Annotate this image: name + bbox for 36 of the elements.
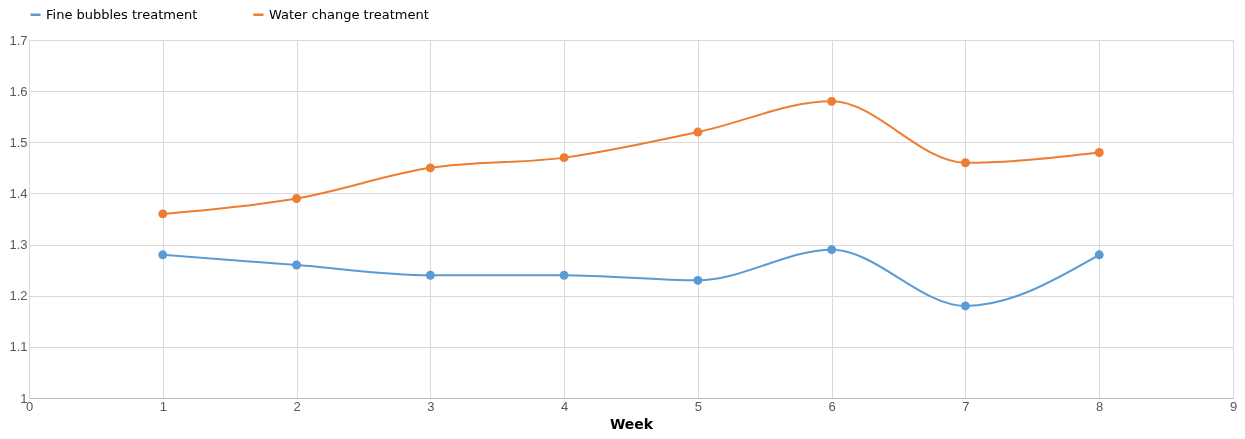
point — [292, 260, 302, 270]
y-tick-label: 1.5 — [9, 134, 28, 150]
point — [827, 96, 837, 106]
point — [1094, 148, 1104, 157]
point — [158, 209, 168, 219]
y-tick-label: 1.6 — [9, 83, 28, 99]
point — [960, 301, 970, 311]
x-tick-label: 4 — [560, 398, 569, 414]
point — [425, 163, 435, 173]
x-tick-label: 5 — [694, 398, 703, 414]
point — [693, 127, 703, 137]
y-tick-label: 1.4 — [9, 185, 28, 201]
x-tick-label: 3 — [427, 398, 435, 414]
point — [292, 194, 302, 204]
x-tick-label: 8 — [1096, 398, 1104, 414]
x-tick-label: 0 — [25, 398, 34, 414]
point — [425, 270, 435, 280]
point — [559, 153, 569, 163]
point — [693, 275, 703, 285]
legend-label: Fine bubbles treatment — [46, 6, 198, 22]
y-tick-label: 1.7 — [9, 32, 28, 48]
legend-label: Water change treatment — [269, 6, 429, 22]
point — [1094, 250, 1104, 260]
point — [559, 270, 569, 280]
x-tick-label: 1 — [159, 398, 167, 414]
x-axis-title: Week — [609, 415, 654, 432]
y-tick-label: 1.2 — [9, 288, 28, 304]
point — [158, 250, 168, 260]
y-tick-label: 1.3 — [9, 237, 28, 253]
x-tick-label: 6 — [828, 398, 836, 414]
x-tick-label: 7 — [962, 398, 970, 414]
x-tick-label: 2 — [293, 398, 301, 414]
point — [960, 158, 970, 168]
point — [827, 245, 837, 255]
x-tick-label: 9 — [1229, 398, 1238, 414]
y-tick-label: 1.1 — [9, 339, 28, 355]
